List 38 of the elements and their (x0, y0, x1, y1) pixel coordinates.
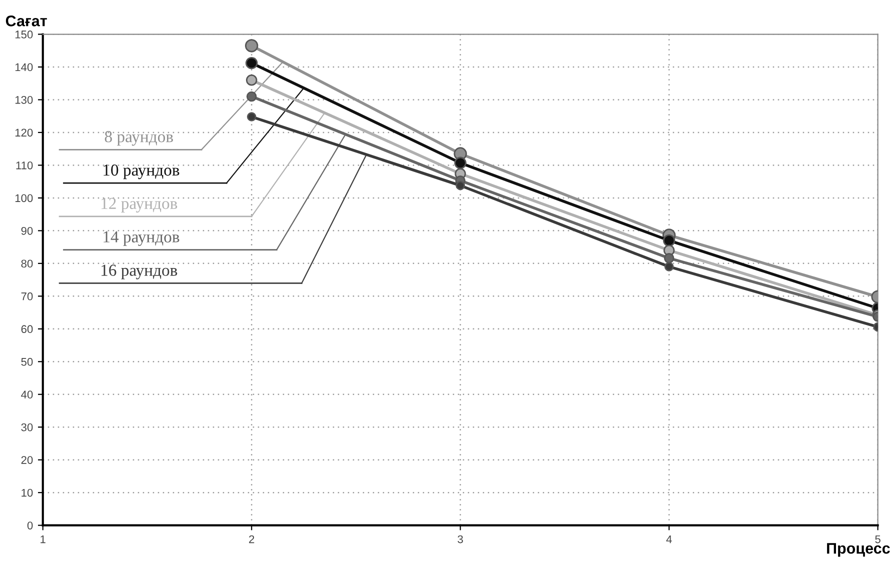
y-tick-label: 60 (21, 325, 33, 334)
point (664, 253, 674, 264)
text: 10 раундов (104, 164, 180, 180)
y-tick-label: 10 (22, 488, 33, 497)
y-tick-label: 120 (15, 128, 33, 137)
point (456, 180, 465, 190)
x-axis-title: Процесс (827, 543, 890, 557)
point (664, 262, 674, 272)
point (454, 156, 466, 170)
y-tick-label: 40 (21, 390, 33, 399)
x-tick-label: 1 (40, 535, 46, 544)
y-tick-label: 90 (21, 226, 33, 235)
y-tick-label: 30 (21, 423, 33, 432)
y-tick-label: 150 (15, 30, 33, 38)
y-tick-label: 100 (15, 194, 33, 202)
x-tick-label: 4 (666, 535, 672, 544)
text: 16 раундов (102, 264, 178, 280)
point (662, 234, 676, 247)
y-tick-label: 130 (15, 96, 33, 104)
point (245, 39, 258, 52)
y-axis-title: Сағат (6, 16, 47, 26)
x-tick-label: 5 (875, 535, 880, 544)
text: 14 раундов (104, 231, 180, 246)
y-tick-label: 80 (21, 260, 33, 268)
y-tick-label: 140 (15, 63, 33, 72)
point (246, 74, 258, 86)
y-tick-label: 70 (21, 292, 33, 300)
x-tick-label: 3 (458, 535, 463, 544)
text: 12 раундов (102, 198, 178, 213)
text: 8 раундов (104, 131, 173, 146)
y-tick-label: 0 (27, 522, 33, 530)
x-tick-label: 2 (249, 535, 254, 544)
point (245, 56, 258, 70)
y-tick-label: 20 (21, 456, 33, 464)
y-tick-label: 50 (21, 358, 33, 366)
point (246, 91, 257, 102)
point (246, 112, 256, 122)
y-tick-label: 110 (16, 161, 33, 170)
